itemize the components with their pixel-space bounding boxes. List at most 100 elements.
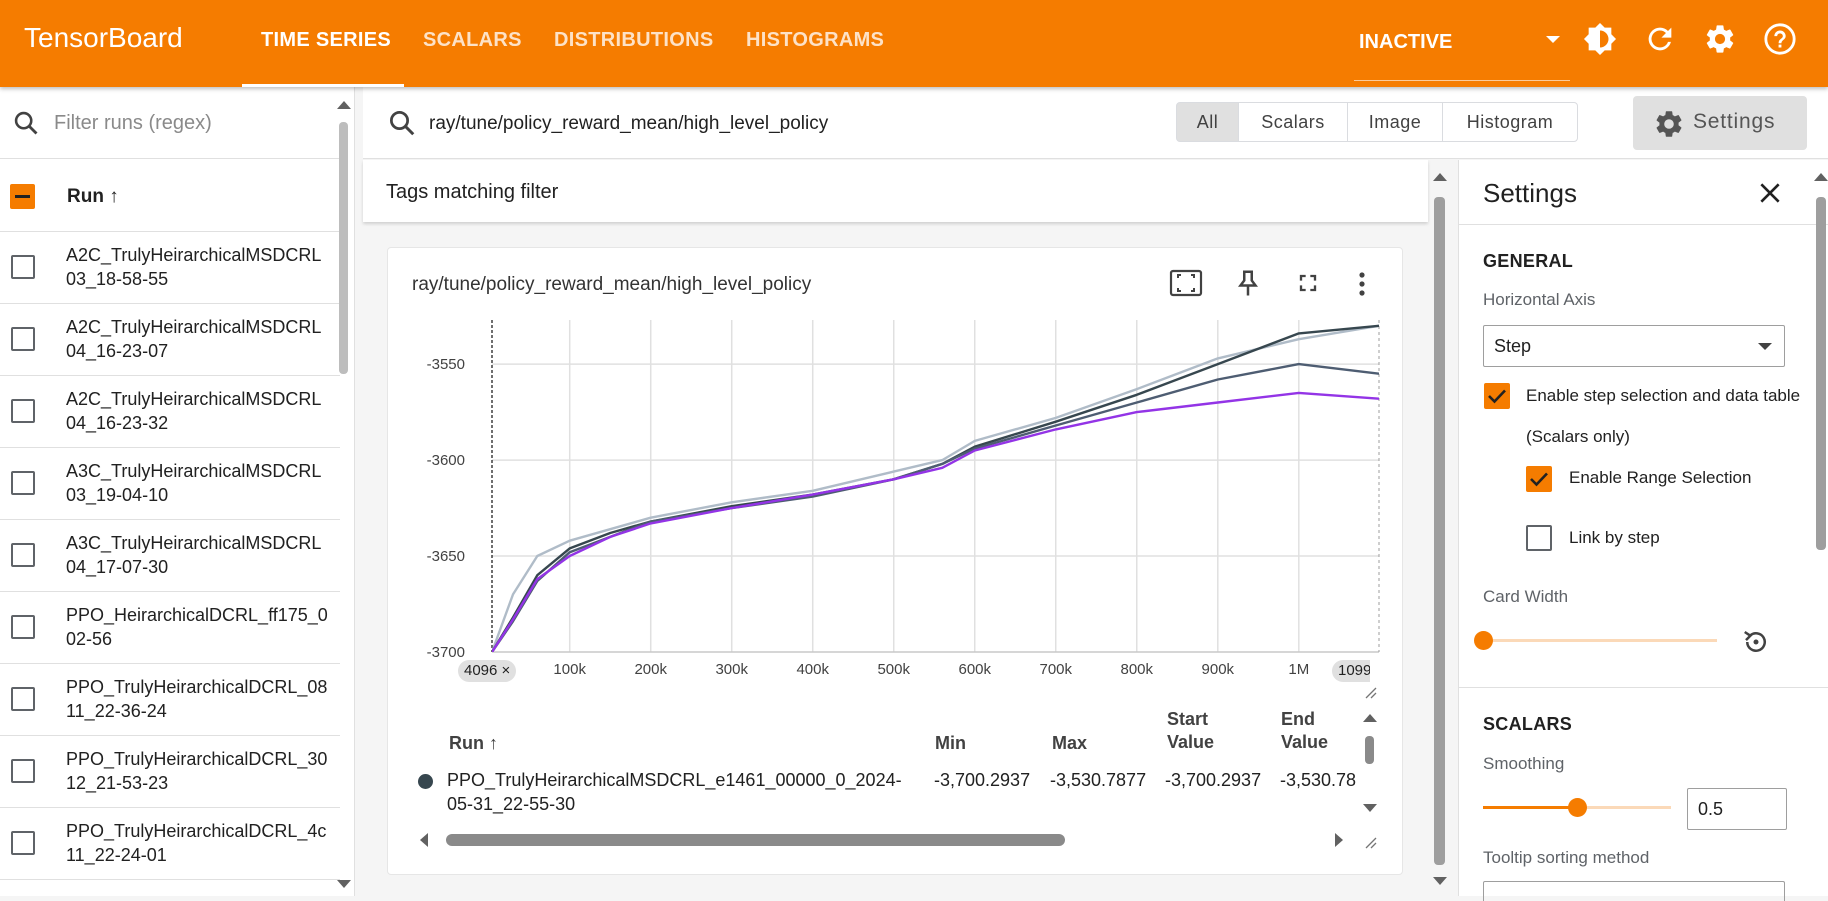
more-vert-icon[interactable] <box>1356 269 1368 299</box>
run-name: PPO_TrulyHeirarchicalDCRL_4c 11_22-24-01 <box>66 819 334 867</box>
link-by-step-label[interactable]: Link by step <box>1569 528 1660 547</box>
table-header-end-value[interactable]: End Value <box>1281 709 1329 752</box>
table-scroll-right-arrow[interactable] <box>1335 833 1343 847</box>
run-checkbox[interactable] <box>11 687 35 711</box>
tab-histograms[interactable]: HISTOGRAMS <box>746 29 885 51</box>
scroll-up-arrow[interactable] <box>337 101 351 109</box>
table-scroll-down-arrow[interactable] <box>1363 804 1377 812</box>
run-row[interactable]: A2C_TrulyHeirarchicalMSDCRL 04_16-23-07 <box>0 304 340 376</box>
run-row[interactable]: PPO_TrulyHeirarchicalDCRL_30 12_21-53-23 <box>0 736 340 808</box>
filter-all[interactable]: All <box>1176 102 1239 142</box>
resize-handle-icon[interactable] <box>1364 836 1378 850</box>
table-header-start-value[interactable]: Start Value <box>1167 709 1215 752</box>
run-checkbox[interactable] <box>11 471 35 495</box>
scroll-down-arrow[interactable] <box>1433 877 1447 885</box>
tab-distributions[interactable]: DISTRIBUTIONS <box>554 29 714 51</box>
run-name-line2: 12_21-53-23 <box>66 773 169 793</box>
main-scrollbar-thumb[interactable] <box>1434 197 1445 865</box>
series-line-slate-run[interactable] <box>492 362 1379 652</box>
run-name-line2: 04_17-07-30 <box>66 557 169 577</box>
run-name-line2: 03_18-58-55 <box>66 269 169 289</box>
settings-scrollbar-thumb[interactable] <box>1816 197 1826 550</box>
table-hscroll-thumb[interactable] <box>446 834 1065 846</box>
run-checkbox[interactable] <box>11 399 35 423</box>
run-checkbox[interactable] <box>11 543 35 567</box>
close-icon[interactable] <box>1757 180 1783 206</box>
brand-logo[interactable]: TensorBoard <box>24 22 183 53</box>
select-all-checkbox[interactable] <box>10 184 35 209</box>
table-scroll-left-arrow[interactable] <box>420 833 428 847</box>
table-header-max[interactable]: Max <box>1052 733 1088 753</box>
step-selection-label[interactable]: Enable step selection and data table <box>1526 386 1801 405</box>
line-chart[interactable]: 100k 200k 300k 400k 500k 600k 700k 800k 900k 1M -3… <box>388 248 1404 688</box>
card-width-slider-track[interactable] <box>1483 639 1717 642</box>
horizontal-axis-select[interactable]: Step <box>1483 325 1785 367</box>
top-app-bar: TensorBoard TIME SERIES SCALARS DISTRIBU… <box>0 0 1828 87</box>
table-header-run[interactable]: Run ↑ <box>449 733 498 753</box>
run-checkbox[interactable] <box>11 831 35 855</box>
active-tab-indicator <box>242 84 404 87</box>
resize-handle-icon[interactable] <box>1364 686 1378 700</box>
run-row[interactable]: A2C_TrulyHeirarchicalMSDCRL 04_16-23-32 <box>0 376 340 448</box>
fullscreen-icon[interactable] <box>1294 269 1322 297</box>
run-row[interactable]: A3C_TrulyHeirarchicalMSDCRL 04_17-07-30 <box>0 520 340 592</box>
range-end-chip[interactable]: 10999 <box>1332 660 1370 682</box>
run-row[interactable]: PPO_TrulyHeirarchicalDCRL_08 11_22-36-24 <box>0 664 340 736</box>
table-cell-start-value: -3,700.2937 <box>1165 770 1262 790</box>
run-checkbox[interactable] <box>11 327 35 351</box>
x-tick-label: 600k <box>958 661 991 678</box>
horizontal-axis-label: Horizontal Axis <box>1483 290 1596 309</box>
run-row[interactable]: PPO_TrulyHeirarchicalDCRL_4c 11_22-24-01 <box>0 808 340 880</box>
reset-icon[interactable] <box>1741 627 1771 657</box>
plugin-selector-underline <box>1354 80 1570 81</box>
range-selection-label[interactable]: Enable Range Selection <box>1569 468 1752 487</box>
table-vscroll-thumb[interactable] <box>1365 736 1374 764</box>
filter-histogram[interactable]: Histogram <box>1442 102 1578 142</box>
table-header-min[interactable]: Min <box>935 733 966 753</box>
run-filter-input[interactable]: Filter runs (regex) <box>54 112 212 134</box>
refresh-icon[interactable] <box>1643 22 1677 56</box>
run-checkbox[interactable] <box>11 615 35 639</box>
run-name-line2: 02-56 <box>66 629 113 649</box>
run-color-dot <box>418 774 433 789</box>
scroll-up-arrow[interactable] <box>1433 173 1447 181</box>
tooltip-sort-select[interactable] <box>1483 881 1785 901</box>
filter-scalars[interactable]: Scalars <box>1238 102 1348 142</box>
run-filter[interactable]: Filter runs (regex) <box>0 87 340 159</box>
chevron-down-icon[interactable] <box>1546 36 1560 43</box>
scroll-up-arrow[interactable] <box>1814 173 1828 181</box>
step-selection-checkbox[interactable] <box>1484 383 1510 409</box>
run-row[interactable]: PPO_HeirarchicalDCRL_ff175_0 02-56 <box>0 592 340 664</box>
plugin-selector[interactable]: INACTIVE <box>1359 31 1453 53</box>
range-start-chip[interactable]: 4096 × <box>458 660 517 682</box>
series-line-purple-run[interactable] <box>492 391 1379 652</box>
run-column-header[interactable]: Run ↑ <box>67 186 119 207</box>
smoothing-slider-thumb[interactable] <box>1568 798 1587 817</box>
brightness-icon[interactable] <box>1583 22 1617 56</box>
run-checkbox[interactable] <box>11 255 35 279</box>
settings-button[interactable]: Settings <box>1633 96 1807 150</box>
tab-time-series[interactable]: TIME SERIES <box>261 29 391 51</box>
run-row[interactable]: A3C_TrulyHeirarchicalMSDCRL 03_19-04-10 <box>0 448 340 520</box>
scroll-down-arrow[interactable] <box>337 880 351 888</box>
tag-filter-input[interactable]: ray/tune/policy_reward_mean/high_level_p… <box>429 113 829 134</box>
table-scroll-up-arrow[interactable] <box>1363 714 1377 722</box>
runs-scrollbar-thumb[interactable] <box>339 122 348 374</box>
gear-icon[interactable] <box>1703 22 1737 56</box>
tags-matching-header: Tags matching filter <box>363 160 1428 222</box>
filter-image[interactable]: Image <box>1347 102 1443 142</box>
card-width-slider-thumb[interactable] <box>1474 631 1493 650</box>
y-tick-label: -3600 <box>427 452 465 469</box>
x-tick-label: 900k <box>1202 661 1235 678</box>
smoothing-input[interactable]: 0.5 <box>1687 788 1787 830</box>
tab-scalars[interactable]: SCALARS <box>423 29 522 51</box>
run-row[interactable]: A2C_TrulyHeirarchicalMSDCRL 03_18-58-55 <box>0 232 340 304</box>
help-icon[interactable] <box>1763 22 1797 56</box>
link-by-step-checkbox[interactable] <box>1526 525 1552 551</box>
range-selection-checkbox[interactable] <box>1526 466 1552 492</box>
series-line-light-grey-run[interactable] <box>492 324 1379 652</box>
fit-domain-icon[interactable] <box>1169 267 1203 299</box>
pin-icon[interactable] <box>1233 266 1263 300</box>
run-name-line2: 11_22-36-24 <box>66 701 167 721</box>
run-checkbox[interactable] <box>11 759 35 783</box>
